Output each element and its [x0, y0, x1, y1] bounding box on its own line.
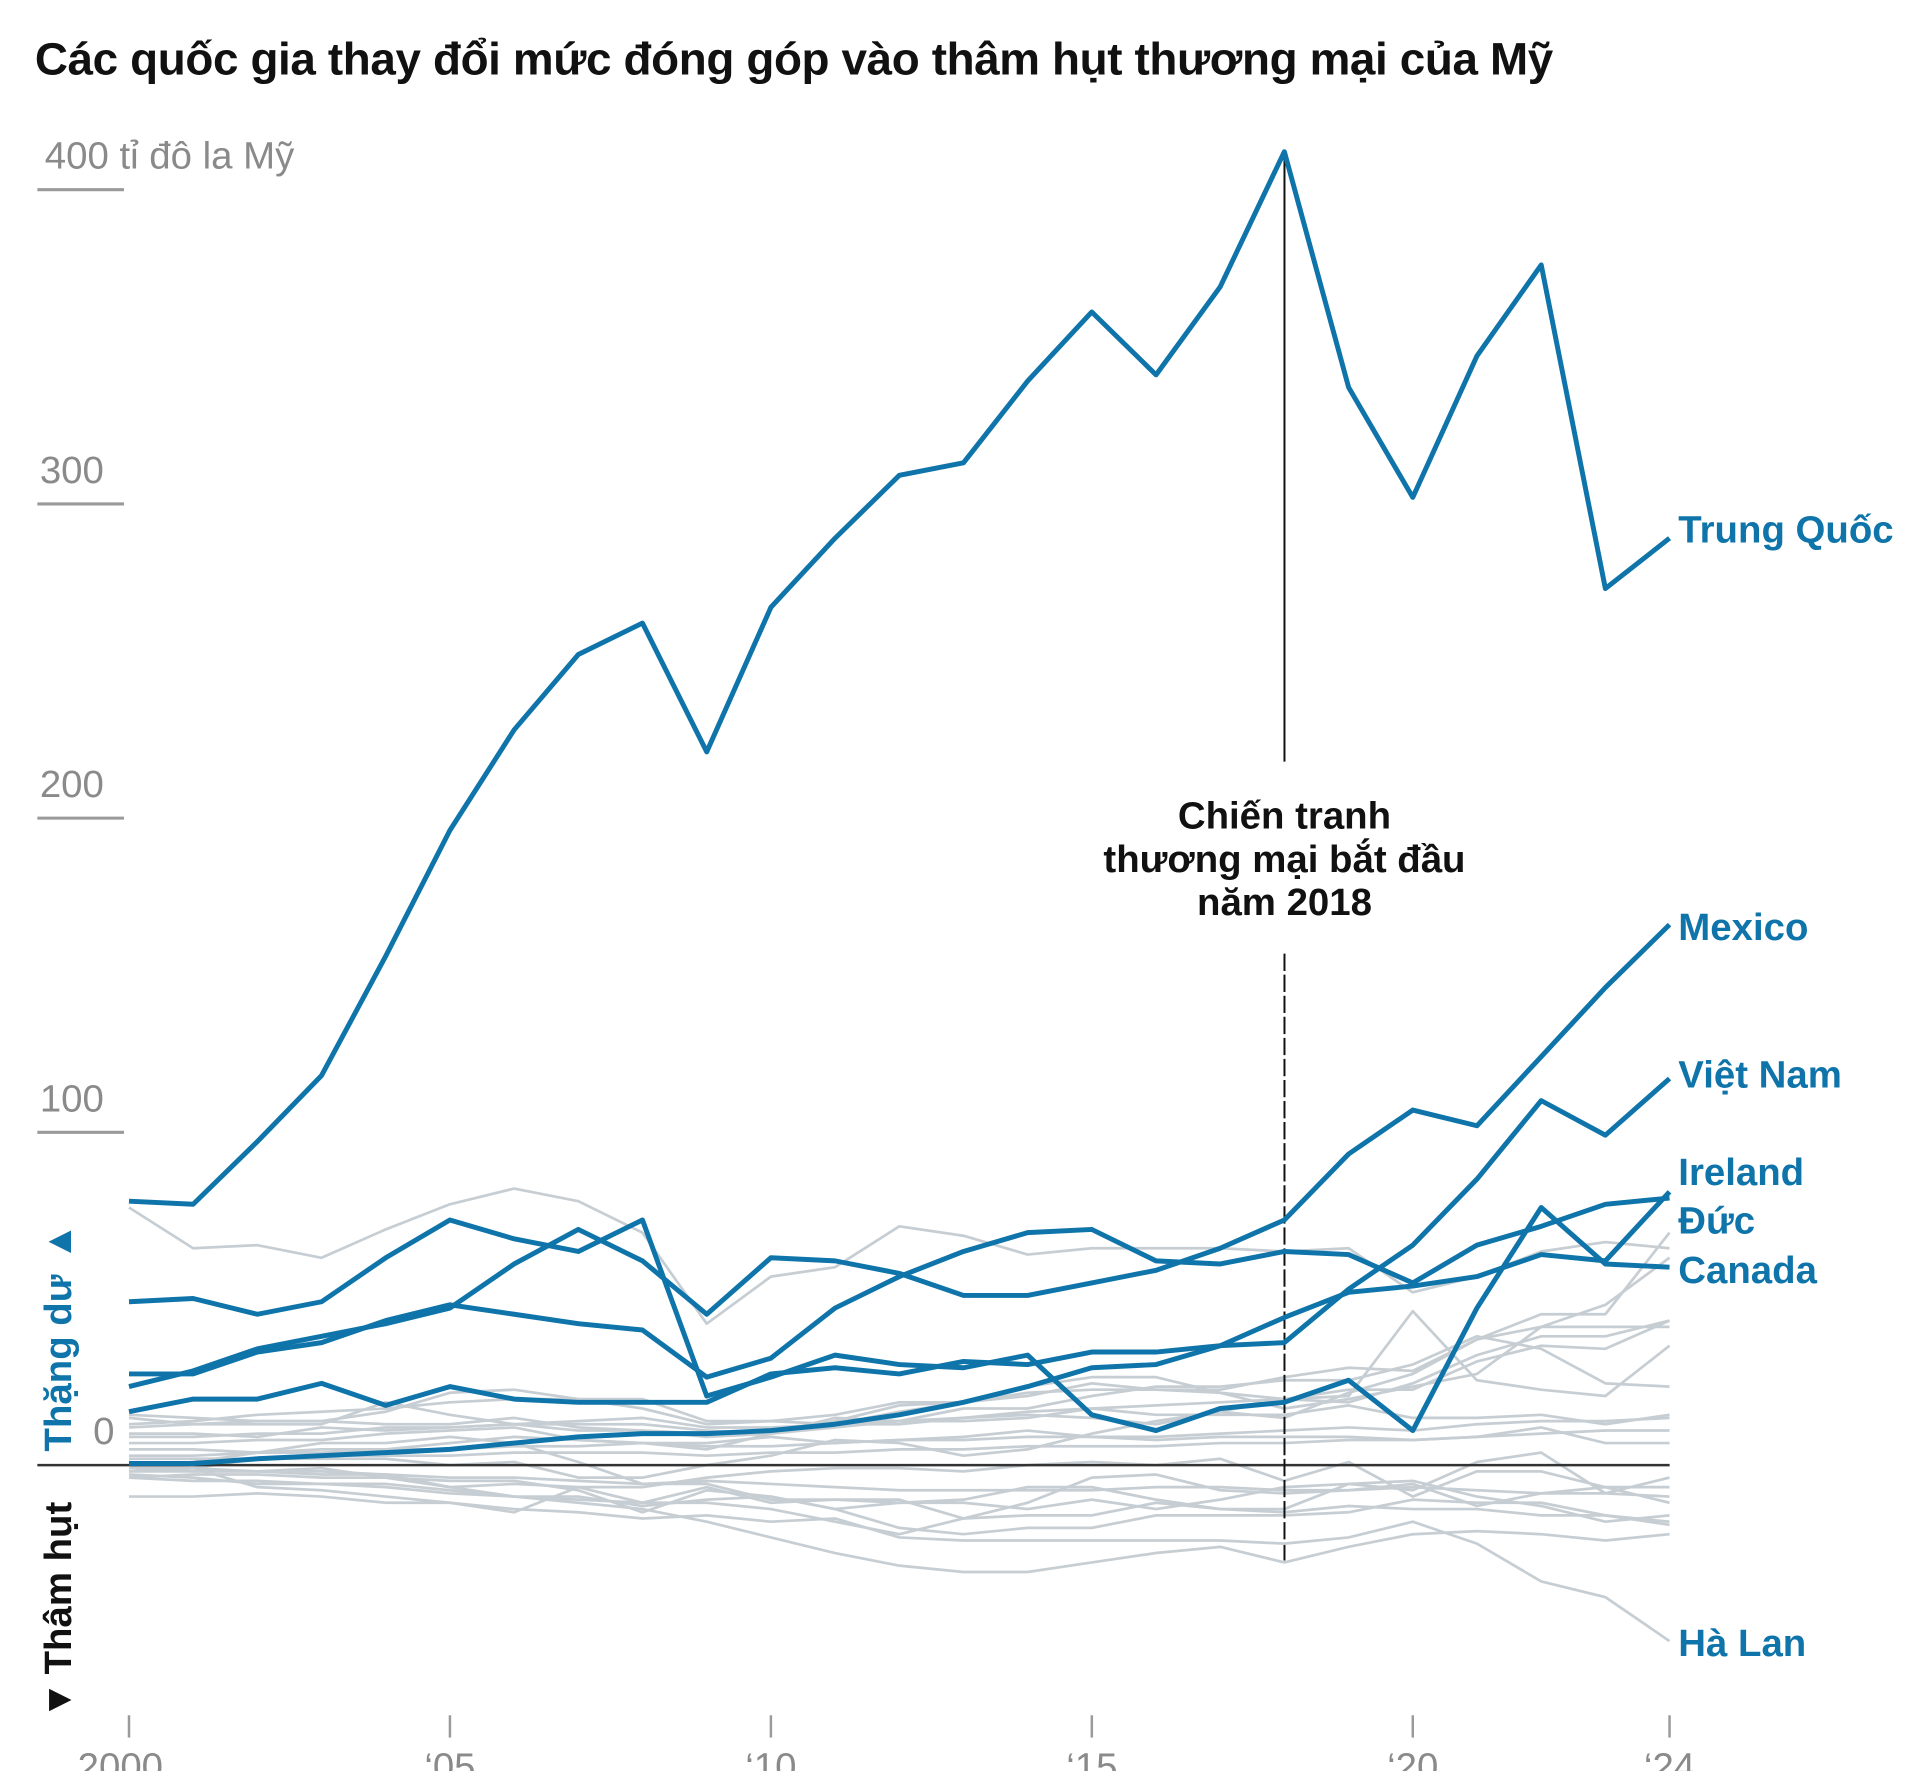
other-country-line	[128, 1476, 1670, 1574]
y-tick-label: 0	[93, 1410, 114, 1453]
other-country-line	[128, 1435, 1670, 1520]
annotation-text-line-3: năm 2018	[1197, 881, 1372, 924]
annotation-text-line-2: thương mại bắt đầu	[1103, 837, 1465, 881]
surplus-label: Thặng dư	[37, 1274, 80, 1451]
series-label: Việt Nam	[1678, 1053, 1842, 1096]
trade-war-annotation: Chiến tranh thương mại bắt đầu năm 2018	[1103, 152, 1466, 1563]
y-tick-label: 300	[40, 449, 104, 492]
series-label: Hà Lan	[1678, 1622, 1806, 1665]
side-labels: Thặng dư ▲ Thâm hụt ▼	[37, 1223, 80, 1719]
other-country-line	[128, 1325, 1670, 1426]
other-country-line	[128, 1457, 1670, 1514]
chart-title: Các quốc gia thay đổi mức đóng góp vào t…	[35, 33, 1554, 84]
series-line-5	[128, 1205, 1670, 1434]
other-country-line	[128, 1473, 1670, 1524]
deficit-label: Thâm hụt	[37, 1502, 80, 1675]
x-tick-label: ‘15	[1066, 1746, 1117, 1771]
series-labels: Trung Quốc Mexico Việt Nam Ireland Đức Canada…	[1678, 508, 1893, 1664]
series-label: Đức	[1678, 1200, 1755, 1243]
series-label: Trung Quốc	[1678, 508, 1893, 551]
series-line-6	[128, 1491, 1671, 1643]
other-country-line	[128, 1473, 1670, 1536]
x-tick-label: ‘20	[1387, 1746, 1438, 1771]
other-country-line	[128, 1451, 1670, 1511]
other-country-line	[128, 1256, 1671, 1436]
series-line-3	[128, 1190, 1672, 1415]
series-line-4	[128, 1195, 1670, 1380]
down-arrow-icon: ▼	[37, 1681, 80, 1719]
series-line-0	[128, 149, 1672, 1207]
series-label: Ireland	[1678, 1151, 1804, 1194]
x-axis: 2000 ‘05 ‘10 ‘15 ‘20 ‘24	[78, 1715, 1695, 1771]
series-label: Canada	[1678, 1249, 1817, 1292]
series-line-1	[128, 922, 1672, 1389]
highlighted-countries-lines	[128, 149, 1672, 1643]
y-gridlines: 0 100 200 300 400 tỉ đô la Mỹ	[37, 135, 295, 1453]
other-country-line	[128, 1404, 1670, 1439]
x-tick-label: 2000	[78, 1746, 163, 1771]
x-tick-label: ‘05	[424, 1746, 475, 1771]
y-tick-label: 200	[40, 763, 104, 806]
x-tick-label: ‘10	[745, 1746, 796, 1771]
other-countries-lines	[128, 1187, 1671, 1574]
series-label: Mexico	[1678, 906, 1808, 949]
other-country-line	[128, 1429, 1670, 1461]
other-country-line	[128, 1319, 1670, 1439]
other-country-line	[128, 1319, 1671, 1451]
y-tick-label: 100	[40, 1077, 104, 1120]
up-arrow-icon: ▲	[37, 1223, 80, 1261]
x-tick-label: ‘24	[1644, 1746, 1695, 1771]
other-country-line	[128, 1187, 1670, 1326]
series-line-2	[128, 1076, 1672, 1466]
other-country-line	[128, 1470, 1670, 1498]
y-tick-label: 400 tỉ đô la Mỹ	[45, 135, 295, 178]
other-country-line	[128, 1309, 1671, 1479]
annotation-text-line-1: Chiến tranh	[1178, 795, 1391, 838]
